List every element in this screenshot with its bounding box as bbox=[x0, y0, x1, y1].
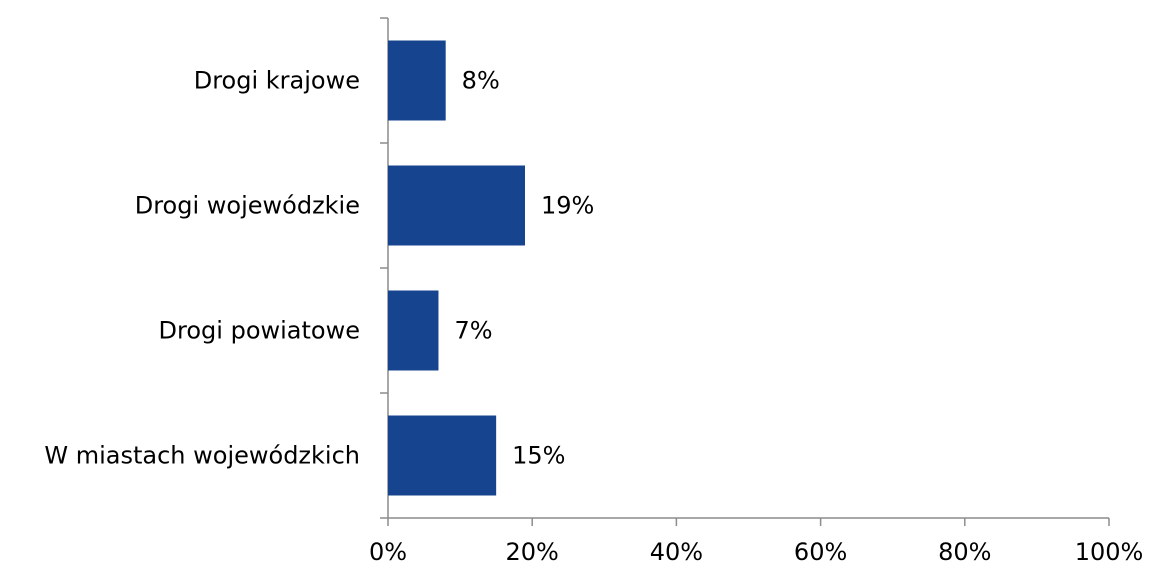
y-axis-ticks bbox=[380, 17, 388, 519]
data-label: 19% bbox=[541, 192, 594, 220]
x-tick-labels: 0% 20% 40% 60% 80% 100% bbox=[369, 538, 1143, 566]
category-labels: Drogi krajowe Drogi wojewódzkie Drogi powi… bbox=[44, 67, 360, 470]
x-tick-label: 80% bbox=[938, 538, 991, 566]
bars-group bbox=[388, 40, 525, 496]
x-axis-ticks bbox=[387, 518, 1110, 526]
category-label: W miastach wojewódzkich bbox=[44, 442, 360, 470]
bar bbox=[388, 290, 439, 371]
data-label: 8% bbox=[462, 67, 500, 95]
data-labels: 8% 19% 7% 15% bbox=[454, 67, 594, 470]
x-tick-label: 100% bbox=[1075, 538, 1144, 566]
data-label: 7% bbox=[454, 317, 492, 345]
x-tick-label: 0% bbox=[369, 538, 407, 566]
bar bbox=[388, 415, 497, 496]
category-label: Drogi powiatowe bbox=[159, 317, 360, 345]
bar bbox=[388, 165, 525, 246]
data-label: 15% bbox=[512, 442, 565, 470]
x-tick-label: 40% bbox=[650, 538, 703, 566]
x-tick-label: 20% bbox=[506, 538, 559, 566]
x-tick-label: 60% bbox=[794, 538, 847, 566]
bar bbox=[388, 40, 446, 121]
category-label: Drogi wojewódzkie bbox=[135, 192, 360, 220]
category-label: Drogi krajowe bbox=[194, 67, 360, 95]
